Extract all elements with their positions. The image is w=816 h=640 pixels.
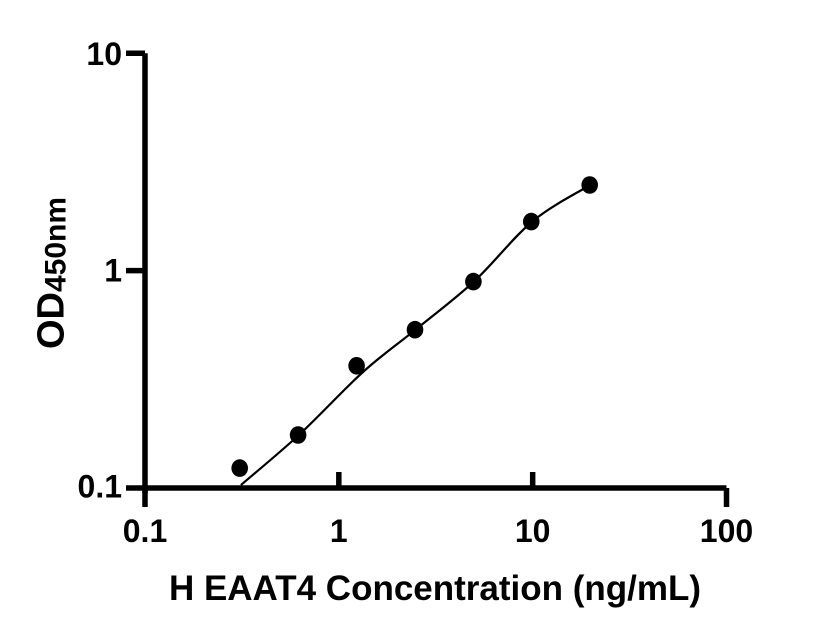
svg-text:0.1: 0.1 [123,513,167,549]
svg-text:0.1: 0.1 [78,469,122,505]
svg-text:1: 1 [330,513,348,549]
svg-text:OD450nm: OD450nm [31,197,73,349]
svg-text:1: 1 [104,253,122,289]
svg-text:H EAAT4 Concentration (ng/mL): H EAAT4 Concentration (ng/mL) [169,569,701,608]
svg-text:100: 100 [700,513,753,549]
svg-text:10: 10 [515,513,551,549]
svg-text:10: 10 [86,36,122,72]
